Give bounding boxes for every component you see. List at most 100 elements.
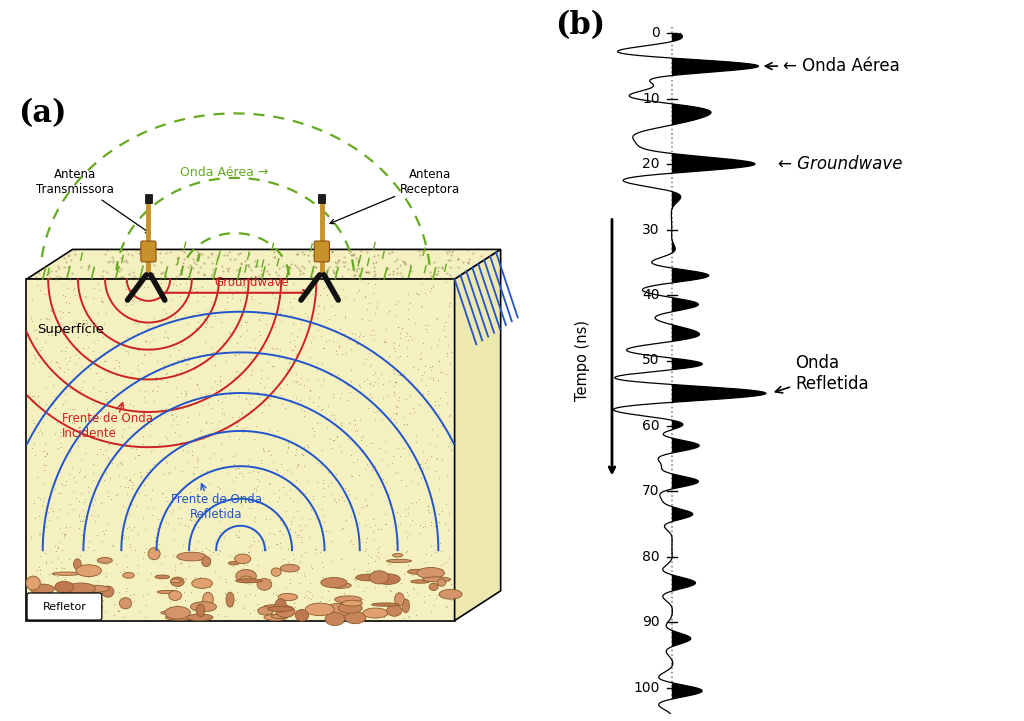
Point [26, 438, 42, 450]
Point [360, 557, 377, 568]
Point [364, 358, 380, 369]
Point [155, 294, 171, 306]
Point [325, 336, 341, 348]
Point [396, 368, 413, 379]
Point [103, 492, 120, 504]
Ellipse shape [202, 557, 211, 567]
Point [159, 368, 175, 380]
Point [69, 386, 85, 397]
Point [408, 429, 424, 441]
Point [227, 448, 244, 460]
Point [358, 536, 375, 548]
Point [71, 331, 87, 342]
Point [76, 510, 92, 522]
Ellipse shape [236, 570, 256, 583]
Point [370, 523, 386, 534]
Ellipse shape [275, 598, 287, 612]
Point [221, 496, 238, 508]
Point [274, 520, 291, 531]
Point [229, 462, 246, 474]
Point [143, 510, 160, 521]
Point [50, 443, 67, 454]
Point [305, 493, 322, 505]
Point [281, 591, 297, 603]
Point [352, 328, 369, 340]
Point [330, 607, 346, 619]
Point [270, 603, 287, 615]
Point [377, 435, 393, 446]
Point [125, 400, 141, 412]
Point [410, 399, 426, 410]
Point [377, 518, 393, 530]
Point [198, 543, 214, 554]
Point [417, 572, 433, 584]
Point [153, 558, 169, 570]
Point [440, 340, 457, 351]
Point [438, 601, 455, 612]
Point [112, 458, 128, 469]
Point [256, 342, 272, 353]
Point [321, 594, 337, 606]
Point [80, 571, 96, 583]
Point [334, 348, 350, 360]
Ellipse shape [76, 607, 90, 611]
Ellipse shape [345, 611, 366, 624]
Point [333, 419, 349, 430]
Point [267, 539, 284, 550]
Point [367, 461, 383, 472]
Point [378, 336, 394, 348]
Point [366, 287, 382, 298]
Point [251, 314, 267, 325]
Point [266, 487, 283, 498]
Point [308, 417, 325, 429]
Point [395, 569, 412, 580]
Point [418, 575, 434, 586]
Point [438, 577, 455, 588]
Point [219, 467, 236, 479]
Point [230, 416, 247, 428]
Point [400, 528, 417, 540]
Point [237, 590, 253, 602]
Point [310, 308, 327, 319]
Point [195, 433, 211, 444]
Point [360, 297, 377, 309]
Point [95, 318, 112, 329]
Point [72, 384, 88, 396]
Point [343, 364, 359, 376]
Point [437, 330, 454, 342]
Point [187, 322, 204, 334]
Point [362, 379, 379, 390]
Ellipse shape [120, 598, 132, 609]
Point [296, 547, 312, 558]
Point [301, 577, 317, 588]
Point [368, 278, 384, 289]
Point [289, 474, 305, 486]
Point [34, 499, 50, 510]
Point [242, 405, 258, 417]
Point [432, 586, 449, 598]
Point [26, 350, 42, 361]
Point [73, 454, 89, 466]
Ellipse shape [439, 589, 462, 599]
Point [385, 367, 401, 379]
Point [127, 443, 143, 455]
Point [367, 520, 383, 531]
Ellipse shape [271, 614, 286, 619]
Point [296, 461, 312, 472]
Point [90, 335, 106, 346]
Point [414, 456, 430, 468]
Point [261, 478, 278, 490]
Point [217, 610, 233, 622]
Point [427, 520, 443, 531]
Point [151, 438, 167, 450]
Point [224, 292, 241, 304]
Ellipse shape [263, 605, 289, 609]
Point [272, 459, 289, 470]
Point [369, 300, 385, 311]
Point [158, 325, 174, 337]
Point [78, 314, 94, 326]
Point [117, 482, 133, 493]
Point [164, 408, 180, 420]
Point [299, 288, 315, 300]
Point [84, 606, 100, 617]
